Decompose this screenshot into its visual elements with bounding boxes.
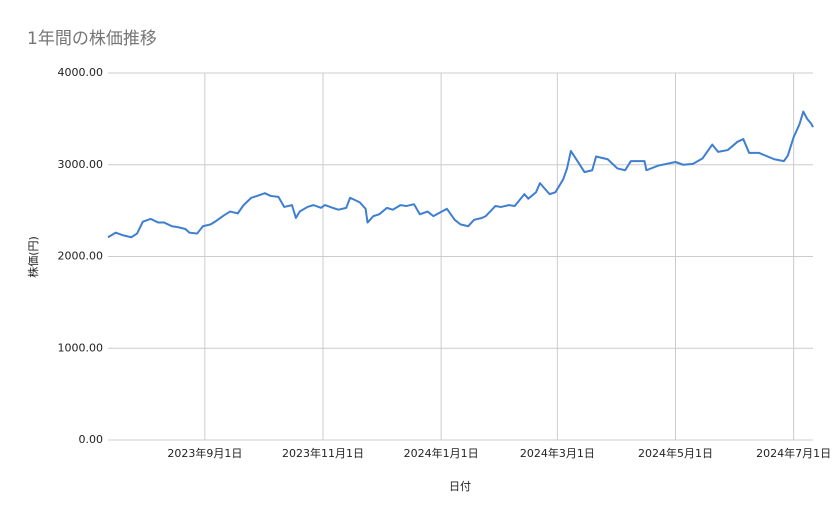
- x-axis-label: 日付: [449, 480, 471, 493]
- y-tick-label: 2000.00: [58, 250, 104, 263]
- x-tick-label: 2024年5月1日: [638, 446, 713, 460]
- y-axis-label: 株価(円): [26, 236, 40, 278]
- x-tick-label: 2024年7月1日: [756, 446, 831, 460]
- y-tick-label: 0.00: [79, 433, 104, 446]
- x-tick-label: 2023年9月1日: [167, 446, 242, 460]
- y-tick-label: 4000.00: [58, 66, 104, 79]
- y-tick-label: 1000.00: [58, 341, 104, 354]
- x-tick-label: 2024年3月1日: [520, 446, 595, 460]
- y-tick-label: 3000.00: [58, 158, 104, 171]
- chart-title: 1年間の株価推移: [27, 29, 157, 49]
- data-line: [107, 110, 814, 239]
- x-tick-label: 2024年1月1日: [404, 446, 479, 460]
- x-tick-label: 2023年11月1日: [282, 446, 364, 460]
